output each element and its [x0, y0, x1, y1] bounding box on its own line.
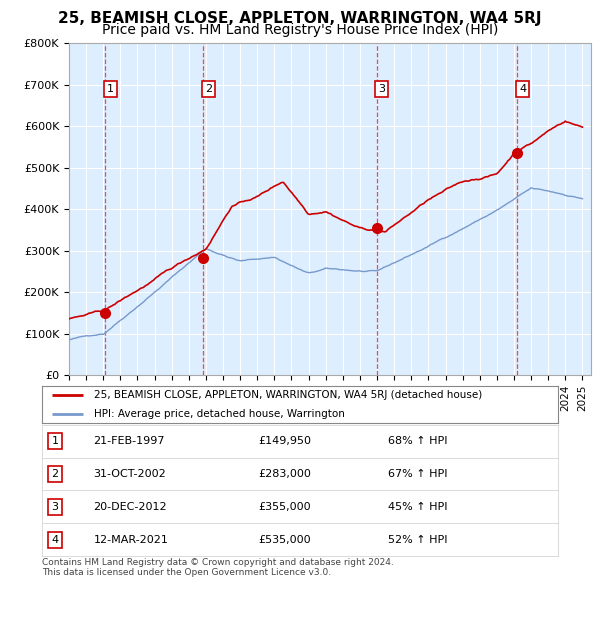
- Text: 2: 2: [205, 84, 212, 94]
- Text: £283,000: £283,000: [259, 469, 311, 479]
- Text: 21-FEB-1997: 21-FEB-1997: [94, 436, 165, 446]
- Text: 1: 1: [107, 84, 114, 94]
- Text: Price paid vs. HM Land Registry's House Price Index (HPI): Price paid vs. HM Land Registry's House …: [102, 23, 498, 37]
- Text: 68% ↑ HPI: 68% ↑ HPI: [388, 436, 447, 446]
- Text: HPI: Average price, detached house, Warrington: HPI: Average price, detached house, Warr…: [94, 409, 344, 419]
- Text: 31-OCT-2002: 31-OCT-2002: [94, 469, 166, 479]
- Text: 3: 3: [378, 84, 385, 94]
- Text: 3: 3: [52, 502, 58, 512]
- Text: 25, BEAMISH CLOSE, APPLETON, WARRINGTON, WA4 5RJ (detached house): 25, BEAMISH CLOSE, APPLETON, WARRINGTON,…: [94, 390, 482, 400]
- Text: 45% ↑ HPI: 45% ↑ HPI: [388, 502, 447, 512]
- Text: £355,000: £355,000: [259, 502, 311, 512]
- Text: £149,950: £149,950: [259, 436, 312, 446]
- Text: 25, BEAMISH CLOSE, APPLETON, WARRINGTON, WA4 5RJ: 25, BEAMISH CLOSE, APPLETON, WARRINGTON,…: [58, 11, 542, 25]
- Text: 4: 4: [519, 84, 526, 94]
- Text: £535,000: £535,000: [259, 534, 311, 545]
- Text: 12-MAR-2021: 12-MAR-2021: [94, 534, 169, 545]
- Text: 4: 4: [52, 534, 58, 545]
- Text: 20-DEC-2012: 20-DEC-2012: [94, 502, 167, 512]
- Text: 52% ↑ HPI: 52% ↑ HPI: [388, 534, 447, 545]
- Text: 67% ↑ HPI: 67% ↑ HPI: [388, 469, 447, 479]
- Text: Contains HM Land Registry data © Crown copyright and database right 2024.
This d: Contains HM Land Registry data © Crown c…: [42, 558, 394, 577]
- Text: 2: 2: [52, 469, 58, 479]
- Text: 1: 1: [52, 436, 58, 446]
